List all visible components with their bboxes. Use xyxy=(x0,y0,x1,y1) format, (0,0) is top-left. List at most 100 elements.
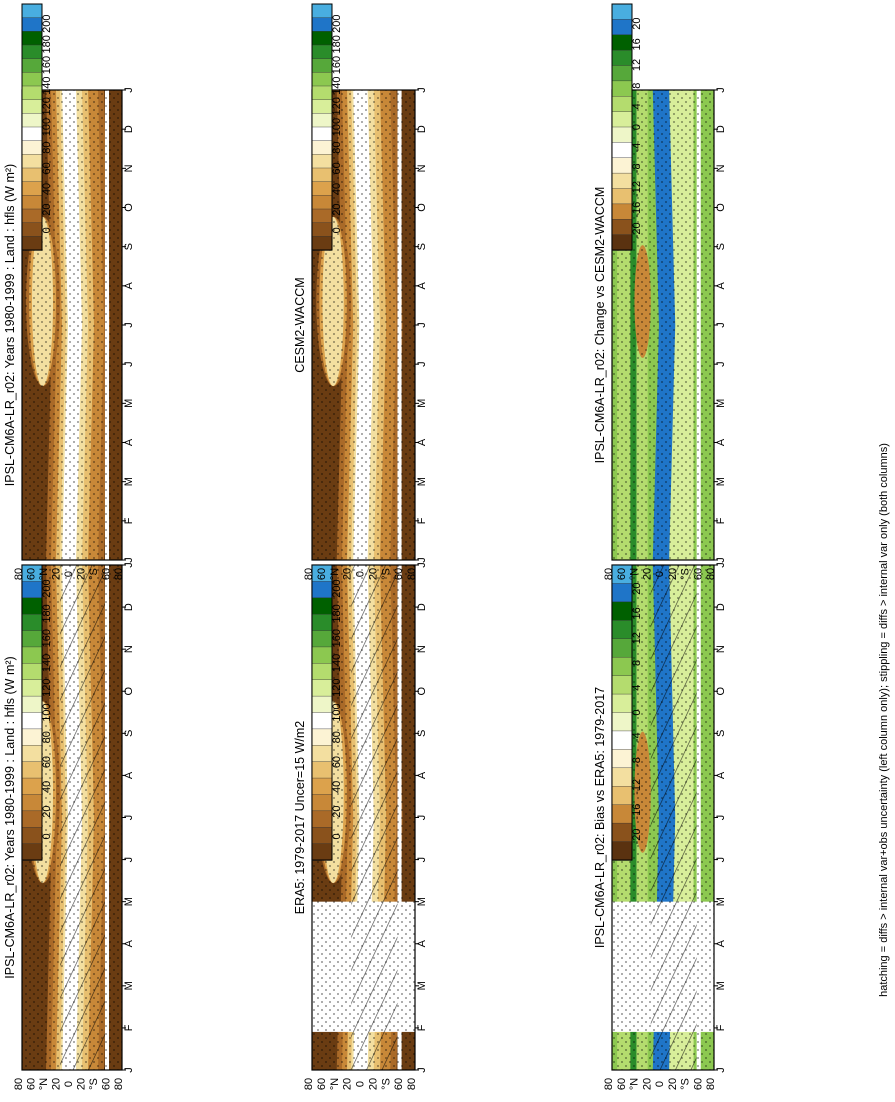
colorbar-tick-label: 200 xyxy=(331,579,343,597)
colorbar-tick-label: 40 xyxy=(331,183,343,195)
colorbar-tick-label: 80 xyxy=(41,142,53,154)
colorbar-swatch xyxy=(21,679,43,697)
month-tick-label: F xyxy=(715,1024,727,1031)
colorbar-swatch xyxy=(21,646,43,665)
colorbar-swatch xyxy=(21,794,43,812)
colorbar-swatch xyxy=(311,712,333,730)
colorbar-swatch xyxy=(611,730,633,751)
month-tick-label: F xyxy=(715,517,727,524)
colorbar-tick-label: 200 xyxy=(41,579,53,597)
month-tick-label: D xyxy=(123,603,135,611)
colorbar-swatch xyxy=(311,581,333,599)
hatching xyxy=(60,565,105,1070)
latitude-tick-label: 80 xyxy=(406,1078,418,1090)
colorbar-swatch xyxy=(311,236,333,251)
colorbar-swatch xyxy=(21,728,43,746)
colorbar-tick-label: 60 xyxy=(331,162,343,174)
colorbar-tick-label: 4 xyxy=(631,685,643,691)
latitude-tick-label: 80 xyxy=(603,568,615,580)
colorbar-tick-label: 100 xyxy=(331,703,343,721)
month-tick-label: D xyxy=(715,603,727,611)
colorbar-frame xyxy=(611,3,633,251)
latitude-tick-label: 20 xyxy=(641,568,653,580)
colorbar-tick-label: -8 xyxy=(631,163,643,173)
latitude-tick-label: 20 xyxy=(51,568,63,580)
colorbar-swatch xyxy=(311,777,333,796)
colorbar-tick-label: 60 xyxy=(41,756,53,768)
colorbar-tick-label: 160 xyxy=(331,56,343,74)
colorbar-tick-label: 140 xyxy=(41,76,53,94)
colorbar-swatch xyxy=(311,630,333,648)
colorbar-tick-label: 0 xyxy=(631,124,643,130)
colorbar-tick-label: 20 xyxy=(631,18,643,30)
latitude-tick-label: 20 xyxy=(342,568,354,580)
panel-title: IPSL-CM6A-LR_r02: Years 1980-1999 : Land… xyxy=(3,164,17,486)
colorbar-swatch xyxy=(311,113,333,128)
colorbar-tick-label: 40 xyxy=(331,781,343,793)
colorbar-swatch xyxy=(21,85,43,101)
month-tick-label: M xyxy=(416,897,428,906)
colorbar-tick-label: 200 xyxy=(41,15,53,33)
colorbar-swatch xyxy=(21,663,43,681)
colorbar-swatch xyxy=(21,140,43,156)
colorbar-frame xyxy=(21,564,43,861)
colorbar-swatch xyxy=(21,236,43,251)
colorbar-tick-label: 100 xyxy=(331,118,343,136)
latitude-tick-label: 60 xyxy=(26,1078,38,1090)
month-tick-label: J xyxy=(416,557,428,563)
latitude-tick-label: 20 xyxy=(667,568,679,580)
latitude-tick-label: 20 xyxy=(76,1078,88,1090)
colorbar-swatch xyxy=(311,745,333,763)
latitude-tick-label: 60 xyxy=(692,568,704,580)
month-tick-label: D xyxy=(416,125,428,133)
colorbar-swatch xyxy=(611,3,633,21)
month-tick-label: S xyxy=(123,243,135,250)
month-tick-label: O xyxy=(715,203,727,212)
colorbar-swatch xyxy=(21,843,43,861)
footnote: hatching = diffs > internal var+obs unce… xyxy=(878,443,890,997)
colorbar-swatch xyxy=(21,827,43,845)
colorbar-swatch xyxy=(21,208,43,224)
colorbar-swatch xyxy=(611,841,633,861)
colorbar-tick-label: -8 xyxy=(631,757,643,767)
colorbar-swatch xyxy=(611,96,633,113)
latitude-tick-label: 20 xyxy=(367,568,379,580)
latitude-tick-label: 0 xyxy=(355,571,367,577)
colorbar-swatch xyxy=(611,675,633,695)
colorbar-tick-label: 20 xyxy=(631,582,643,594)
latitude-tick-label: 20 xyxy=(641,1078,653,1090)
month-tick-label: F xyxy=(123,517,135,524)
latitude-tick-label: 0 xyxy=(355,1081,367,1087)
colorbar-tick-label: 180 xyxy=(41,604,53,622)
month-tick-label: D xyxy=(123,125,135,133)
latitude-tick-label: °S xyxy=(88,568,100,580)
colorbar-swatch xyxy=(311,17,333,33)
colorbar-swatch xyxy=(611,188,633,205)
latitude-tick-label: 60 xyxy=(316,1078,328,1090)
colorbar-swatch xyxy=(311,44,333,60)
month-tick-label: M xyxy=(715,399,727,408)
month-tick-label: J xyxy=(416,87,428,93)
month-tick-label: J xyxy=(715,87,727,93)
month-tick-label: J xyxy=(123,361,135,367)
colorbar-swatch xyxy=(611,712,633,732)
colorbar-frame xyxy=(311,3,333,251)
month-tick-label: J xyxy=(715,361,727,367)
colorbar-swatch xyxy=(611,203,633,220)
latitude-tick-label: 60 xyxy=(393,1078,405,1090)
colorbar-tick-label: 16 xyxy=(631,607,643,619)
latitude-tick-label: 0 xyxy=(63,571,75,577)
latitude-tick-label: 80 xyxy=(705,568,717,580)
month-tick-label: J xyxy=(416,857,428,863)
month-tick-label: F xyxy=(416,1024,428,1031)
colorbar-swatch xyxy=(311,794,333,812)
month-tick-label: J xyxy=(715,815,727,821)
colorbar-swatch xyxy=(611,583,633,603)
month-tick-label: N xyxy=(123,645,135,653)
latitude-tick-label: °S xyxy=(680,1078,692,1090)
month-tick-label: J xyxy=(123,815,135,821)
colorbar-swatch xyxy=(611,601,633,622)
colorbar-tick-label: 40 xyxy=(41,781,53,793)
latitude-tick-label: 60 xyxy=(101,1078,113,1090)
